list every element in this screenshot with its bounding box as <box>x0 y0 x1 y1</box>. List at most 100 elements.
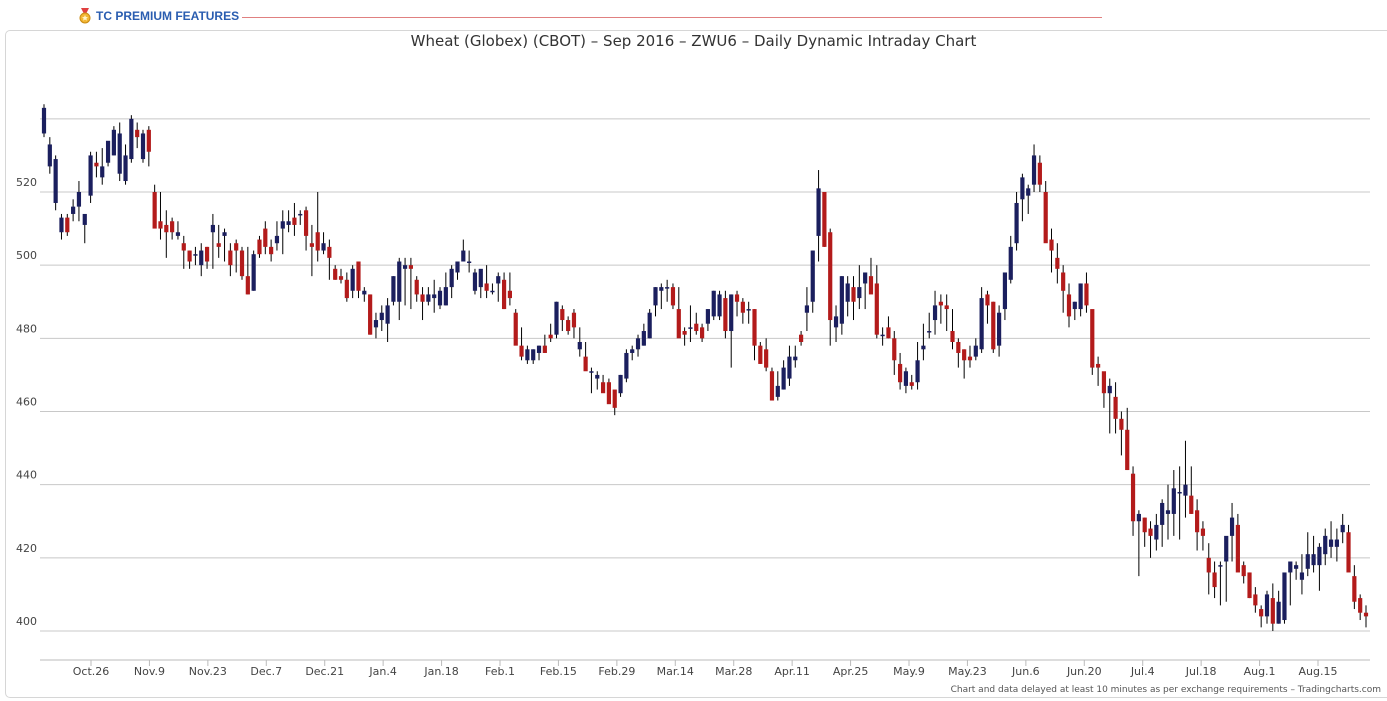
candle <box>164 210 169 258</box>
candle <box>309 224 314 277</box>
candle-body <box>793 356 798 361</box>
candle-body <box>41 107 47 134</box>
candle <box>1334 528 1339 562</box>
candle-body <box>653 287 658 306</box>
candle-body <box>1101 371 1107 394</box>
candle <box>1061 265 1066 313</box>
candle <box>845 276 850 317</box>
candle-body <box>408 265 413 269</box>
candle-body <box>833 316 839 328</box>
candle-body <box>1259 609 1264 617</box>
candle-body <box>921 345 926 350</box>
candle-body <box>571 312 577 328</box>
candle <box>898 352 903 390</box>
candle <box>781 360 786 390</box>
candle <box>274 221 280 251</box>
candle <box>979 287 984 353</box>
candle-body <box>315 232 320 251</box>
candle <box>368 294 373 335</box>
candle <box>804 287 810 332</box>
candle-body <box>1031 155 1037 185</box>
y-tick-label: 460 <box>16 396 37 409</box>
candle-body <box>1352 576 1357 602</box>
candle <box>962 349 967 379</box>
candle <box>344 272 349 302</box>
candle-body <box>507 290 512 299</box>
candle-body <box>542 345 547 353</box>
candle <box>682 327 687 346</box>
candle <box>758 341 763 364</box>
candle <box>228 243 233 277</box>
candle-body <box>327 246 332 258</box>
candle-body <box>1043 192 1048 244</box>
candle-body <box>216 243 221 247</box>
candle <box>426 287 431 306</box>
candle <box>1031 144 1037 192</box>
candle <box>443 272 448 306</box>
candle <box>1043 181 1048 244</box>
y-tick-label: 500 <box>16 249 37 262</box>
candle-body <box>1305 554 1310 569</box>
candle <box>903 367 909 394</box>
candle-body <box>164 224 169 233</box>
candle-body <box>1037 162 1042 185</box>
candle-body <box>1311 554 1316 566</box>
candle <box>210 213 215 269</box>
candle-body <box>513 312 518 346</box>
candle <box>303 206 309 251</box>
candle <box>455 261 460 280</box>
candle-body <box>1206 557 1211 573</box>
candle <box>1195 499 1200 551</box>
candle-body <box>432 294 437 299</box>
candle-body <box>402 265 408 269</box>
candle-body <box>1276 601 1281 624</box>
candle-body <box>356 261 361 291</box>
x-tick-label: Mar.28 <box>715 665 752 678</box>
candle-body <box>280 221 285 229</box>
candle-body <box>938 301 943 306</box>
candle-body <box>478 268 483 288</box>
candle <box>1206 543 1211 595</box>
candle-body <box>292 217 297 225</box>
candle <box>1288 561 1293 606</box>
candle <box>909 374 914 390</box>
candle <box>1212 561 1217 599</box>
candle-body <box>857 287 862 299</box>
candle <box>507 272 512 306</box>
candle-body <box>927 331 932 333</box>
candle <box>1200 521 1206 551</box>
candle-body <box>635 338 641 350</box>
candle <box>263 221 268 255</box>
candle-body <box>187 250 192 262</box>
premium-features-bar[interactable]: TC PREMIUM FEATURES <box>78 6 239 26</box>
candle <box>915 341 920 390</box>
x-tick-label: Feb.15 <box>540 665 577 678</box>
candle <box>286 210 291 233</box>
candle <box>385 298 390 342</box>
candle <box>315 192 320 262</box>
x-tick-label: Nov.23 <box>189 665 227 678</box>
candle <box>129 115 134 163</box>
candle-body <box>1072 301 1077 310</box>
candle <box>1055 243 1060 284</box>
candle <box>362 287 367 302</box>
candle-body <box>309 243 314 247</box>
candle <box>467 250 472 273</box>
candle <box>618 374 623 397</box>
candle-body <box>385 305 390 324</box>
candle-body <box>175 232 181 236</box>
candle <box>245 246 250 295</box>
candle-body <box>490 290 495 293</box>
premium-features-label[interactable]: TC PREMIUM FEATURES <box>96 9 240 23</box>
candle-body <box>1130 473 1136 522</box>
candle-body <box>263 228 268 247</box>
candle <box>1224 535 1229 602</box>
candle <box>612 389 617 416</box>
candle-body <box>228 250 233 266</box>
candle <box>181 235 186 269</box>
x-tick-label: Apr.11 <box>774 665 810 678</box>
candle-body <box>368 294 373 335</box>
candle-body <box>158 221 163 229</box>
candle-body <box>758 345 763 364</box>
